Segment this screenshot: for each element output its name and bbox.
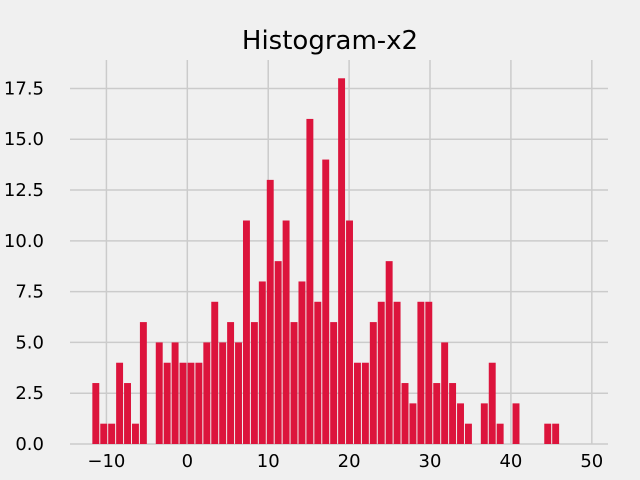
histogram-bar bbox=[449, 383, 457, 444]
histogram-bar bbox=[274, 261, 282, 444]
y-tick-label: 15.0 bbox=[4, 129, 44, 150]
histogram-bar bbox=[171, 342, 179, 444]
histogram-bar bbox=[92, 383, 100, 444]
y-tick-label: 7.5 bbox=[15, 282, 44, 303]
histogram-bar bbox=[108, 423, 116, 444]
x-tick-label: 30 bbox=[419, 451, 442, 472]
bars-layer bbox=[92, 78, 560, 445]
histogram-bar bbox=[235, 342, 242, 444]
y-tick-label: 5.0 bbox=[15, 332, 44, 353]
histogram-bar bbox=[457, 403, 464, 444]
histogram-bar bbox=[314, 301, 322, 444]
y-tick-label: 17.5 bbox=[4, 78, 44, 99]
histogram-bar bbox=[195, 362, 203, 444]
x-tick-label: −10 bbox=[87, 451, 125, 472]
histogram-bar bbox=[211, 301, 219, 444]
histogram-bar bbox=[433, 383, 441, 444]
x-tick-label: 10 bbox=[257, 451, 280, 472]
histogram-bar bbox=[242, 220, 250, 444]
histogram-bar bbox=[385, 261, 393, 444]
histogram-bar bbox=[377, 301, 385, 444]
histogram-bar bbox=[480, 403, 488, 444]
histogram-bar bbox=[409, 403, 417, 444]
histogram-bar bbox=[464, 423, 472, 444]
histogram-bar bbox=[116, 362, 124, 444]
histogram-bar bbox=[100, 423, 108, 444]
y-tick-label: 10.0 bbox=[4, 231, 44, 252]
x-tick-label: 20 bbox=[338, 451, 361, 472]
histogram-bar bbox=[496, 423, 504, 444]
histogram-bar bbox=[393, 301, 401, 444]
histogram-bar bbox=[250, 322, 258, 444]
histogram-bar bbox=[488, 362, 496, 444]
histogram-bar bbox=[417, 301, 425, 444]
histogram-bar bbox=[203, 342, 211, 444]
histogram-bar bbox=[282, 220, 290, 444]
histogram-bar bbox=[544, 423, 552, 444]
histogram-bar bbox=[425, 301, 433, 444]
histogram-bar bbox=[512, 403, 520, 444]
y-tick-label: 12.5 bbox=[4, 180, 44, 201]
histogram-bar bbox=[219, 342, 227, 444]
histogram-bar bbox=[155, 342, 163, 444]
histogram-bar bbox=[346, 220, 353, 444]
histogram-bar bbox=[139, 322, 147, 444]
histogram-bar bbox=[131, 423, 139, 444]
histogram-bar bbox=[187, 362, 195, 444]
histogram-bar bbox=[298, 281, 306, 444]
histogram-bar bbox=[179, 362, 187, 444]
histogram-bar bbox=[369, 322, 377, 444]
histogram-bar bbox=[266, 179, 274, 444]
chart-title: Histogram-x2 bbox=[242, 26, 418, 56]
histogram-bar bbox=[322, 159, 330, 445]
y-tick-label: 2.5 bbox=[15, 383, 44, 404]
histogram-bar bbox=[124, 383, 131, 444]
y-tick-label: 0.0 bbox=[15, 434, 44, 455]
histogram-bar bbox=[441, 342, 449, 444]
histogram-bar bbox=[290, 322, 298, 444]
histogram-bar bbox=[353, 362, 361, 444]
histogram-bar bbox=[227, 322, 235, 444]
histogram-bar bbox=[306, 118, 314, 445]
y-axis-ticks: 0.0 2.5 5.0 7.5 10.0 12.5 15.0 17.5 bbox=[4, 78, 44, 455]
histogram-bar bbox=[361, 362, 369, 444]
histogram-bar bbox=[258, 281, 266, 444]
x-tick-label: 50 bbox=[580, 451, 603, 472]
x-tick-label: 40 bbox=[499, 451, 522, 472]
histogram-bar bbox=[401, 383, 409, 444]
histogram-bar bbox=[552, 423, 560, 444]
x-tick-label: 0 bbox=[182, 451, 193, 472]
histogram-bar bbox=[338, 78, 346, 445]
x-axis-ticks: −10 0 10 20 30 40 50 bbox=[87, 451, 603, 472]
histogram-bar bbox=[330, 322, 338, 444]
histogram-bar bbox=[163, 362, 171, 444]
